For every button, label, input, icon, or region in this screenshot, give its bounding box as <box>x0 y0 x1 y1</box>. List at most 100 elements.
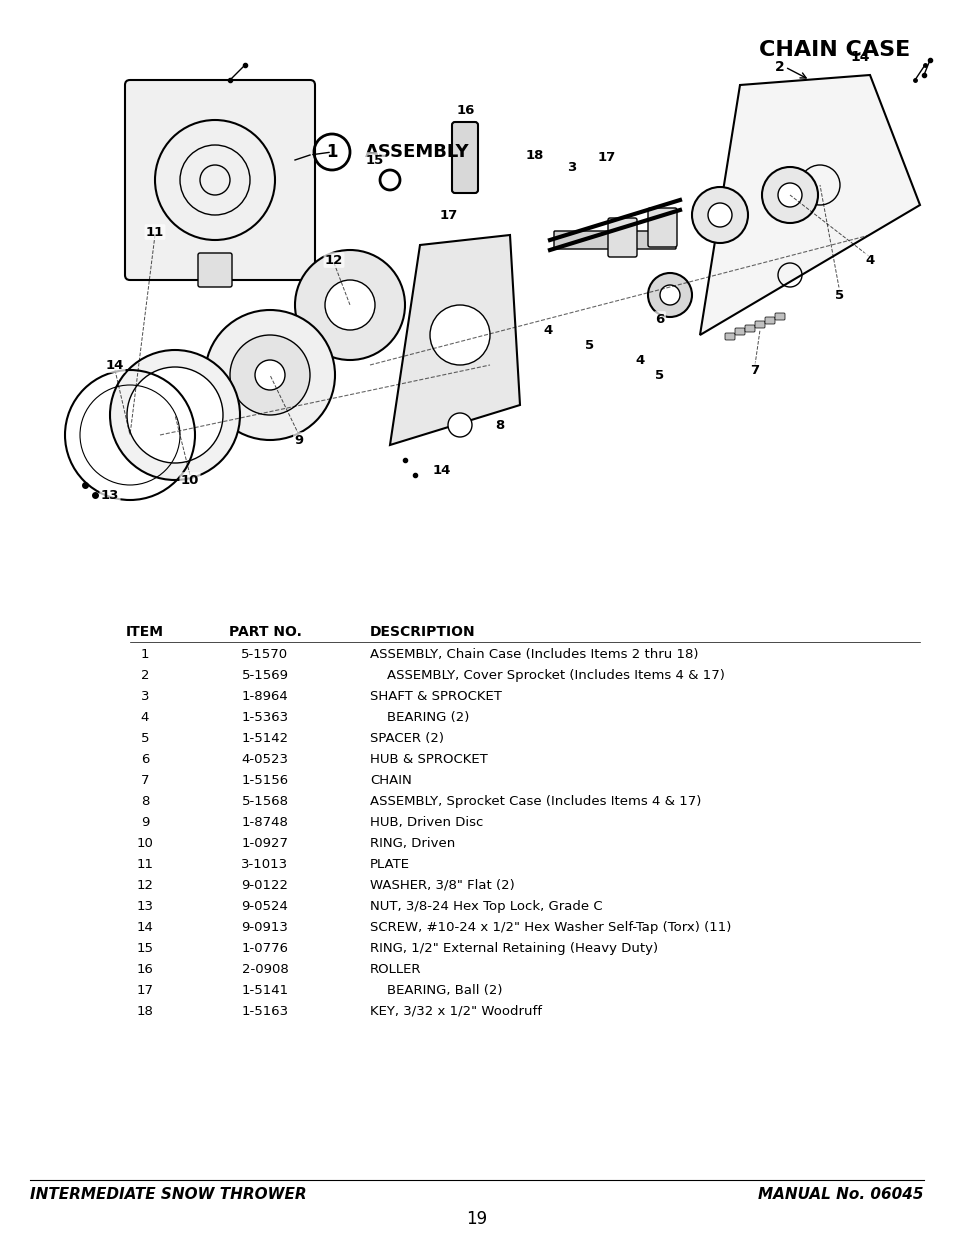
Circle shape <box>707 203 731 227</box>
Text: KEY, 3/32 x 1/2" Woodruff: KEY, 3/32 x 1/2" Woodruff <box>370 1005 541 1018</box>
Text: 5-1569: 5-1569 <box>241 669 288 682</box>
Text: 2: 2 <box>774 61 784 74</box>
Text: RING, 1/2" External Retaining (Heavy Duty): RING, 1/2" External Retaining (Heavy Dut… <box>370 942 658 955</box>
Text: ASSEMBLY, Chain Case (Includes Items 2 thru 18): ASSEMBLY, Chain Case (Includes Items 2 t… <box>370 648 698 661</box>
Text: 14: 14 <box>849 49 869 64</box>
Text: NUT, 3/8-24 Hex Top Lock, Grade C: NUT, 3/8-24 Hex Top Lock, Grade C <box>370 900 602 913</box>
Text: 11: 11 <box>136 858 153 871</box>
Circle shape <box>761 167 817 224</box>
Text: HUB & SPROCKET: HUB & SPROCKET <box>370 753 487 766</box>
Text: 1-8964: 1-8964 <box>241 690 288 703</box>
Circle shape <box>691 186 747 243</box>
FancyBboxPatch shape <box>554 231 676 249</box>
Text: 1-5363: 1-5363 <box>241 711 288 724</box>
Text: CHAIN CASE: CHAIN CASE <box>758 40 909 61</box>
Text: 18: 18 <box>525 148 543 162</box>
Text: WASHER, 3/8" Flat (2): WASHER, 3/8" Flat (2) <box>370 879 515 892</box>
Text: 12: 12 <box>325 253 343 267</box>
Text: ROLLER: ROLLER <box>370 963 421 976</box>
Text: 4: 4 <box>864 253 874 267</box>
Text: 4: 4 <box>543 324 552 336</box>
Text: 15: 15 <box>366 153 384 167</box>
Text: 5-1570: 5-1570 <box>241 648 288 661</box>
Text: 1-5163: 1-5163 <box>241 1005 288 1018</box>
Text: PART NO.: PART NO. <box>229 625 301 638</box>
Text: BEARING, Ball (2): BEARING, Ball (2) <box>370 984 502 997</box>
FancyBboxPatch shape <box>647 207 677 247</box>
Circle shape <box>778 183 801 207</box>
Text: CHAIN: CHAIN <box>370 774 412 787</box>
Text: 5-1568: 5-1568 <box>241 795 288 808</box>
Polygon shape <box>390 235 519 445</box>
Polygon shape <box>700 75 919 335</box>
Text: 1-0776: 1-0776 <box>241 942 288 955</box>
Circle shape <box>448 412 472 437</box>
Text: ASSEMBLY: ASSEMBLY <box>365 143 469 161</box>
Circle shape <box>294 249 405 359</box>
Text: 18: 18 <box>136 1005 153 1018</box>
Text: 9-0524: 9-0524 <box>241 900 288 913</box>
Circle shape <box>647 273 691 317</box>
Text: ASSEMBLY, Sprocket Case (Includes Items 4 & 17): ASSEMBLY, Sprocket Case (Includes Items … <box>370 795 700 808</box>
FancyBboxPatch shape <box>774 312 784 320</box>
Text: 17: 17 <box>598 151 616 163</box>
Text: 7: 7 <box>141 774 149 787</box>
Text: 14: 14 <box>433 463 451 477</box>
Text: 12: 12 <box>136 879 153 892</box>
Text: 17: 17 <box>439 209 457 221</box>
Text: 9-0913: 9-0913 <box>241 921 288 934</box>
Text: SHAFT & SPROCKET: SHAFT & SPROCKET <box>370 690 501 703</box>
Text: RING, Driven: RING, Driven <box>370 837 455 850</box>
Text: ASSEMBLY, Cover Sprocket (Includes Items 4 & 17): ASSEMBLY, Cover Sprocket (Includes Items… <box>370 669 724 682</box>
Text: 14: 14 <box>136 921 153 934</box>
Text: 19: 19 <box>466 1210 487 1228</box>
Text: 9-0122: 9-0122 <box>241 879 288 892</box>
Text: 11: 11 <box>146 226 164 238</box>
Text: DESCRIPTION: DESCRIPTION <box>370 625 476 638</box>
Text: 6: 6 <box>141 753 149 766</box>
Text: MANUAL No. 06045: MANUAL No. 06045 <box>758 1187 923 1202</box>
Text: SCREW, #10-24 x 1/2" Hex Washer Self-Tap (Torx) (11): SCREW, #10-24 x 1/2" Hex Washer Self-Tap… <box>370 921 731 934</box>
Text: 14: 14 <box>106 358 124 372</box>
Circle shape <box>254 359 285 390</box>
Text: 1-5156: 1-5156 <box>241 774 288 787</box>
Text: 2: 2 <box>141 669 149 682</box>
FancyBboxPatch shape <box>744 325 754 332</box>
Text: HUB, Driven Disc: HUB, Driven Disc <box>370 816 483 829</box>
Text: 1-5141: 1-5141 <box>241 984 288 997</box>
FancyBboxPatch shape <box>734 329 744 335</box>
FancyBboxPatch shape <box>607 219 637 257</box>
FancyBboxPatch shape <box>198 253 232 287</box>
Text: 16: 16 <box>456 104 475 116</box>
Text: 4-0523: 4-0523 <box>241 753 288 766</box>
Text: 1-8748: 1-8748 <box>241 816 288 829</box>
Text: 15: 15 <box>136 942 153 955</box>
Circle shape <box>230 335 310 415</box>
Text: 1: 1 <box>326 143 337 161</box>
Text: 16: 16 <box>136 963 153 976</box>
Text: BEARING (2): BEARING (2) <box>370 711 469 724</box>
FancyBboxPatch shape <box>764 317 774 324</box>
Text: 13: 13 <box>136 900 153 913</box>
Circle shape <box>325 280 375 330</box>
FancyBboxPatch shape <box>452 122 477 193</box>
Text: 8: 8 <box>141 795 149 808</box>
Text: 13: 13 <box>101 489 119 501</box>
Circle shape <box>430 305 490 366</box>
Text: 5: 5 <box>141 732 149 745</box>
Text: SPACER (2): SPACER (2) <box>370 732 443 745</box>
FancyBboxPatch shape <box>724 333 734 340</box>
Text: 5: 5 <box>655 368 664 382</box>
Text: 4: 4 <box>635 353 644 367</box>
Text: 1-0927: 1-0927 <box>241 837 288 850</box>
Text: 17: 17 <box>136 984 153 997</box>
Text: 3: 3 <box>141 690 149 703</box>
Text: 10: 10 <box>136 837 153 850</box>
Text: 3-1013: 3-1013 <box>241 858 288 871</box>
Text: 1: 1 <box>141 648 149 661</box>
Text: 2-0908: 2-0908 <box>241 963 288 976</box>
Text: 5: 5 <box>835 289 843 301</box>
FancyBboxPatch shape <box>754 321 764 329</box>
Circle shape <box>110 350 240 480</box>
FancyBboxPatch shape <box>125 80 314 280</box>
